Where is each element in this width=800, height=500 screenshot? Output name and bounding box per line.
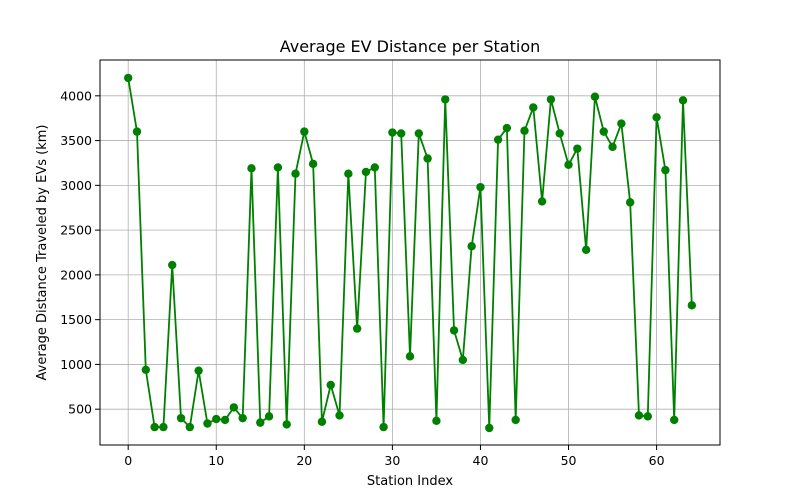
data-point <box>238 413 247 423</box>
data-point <box>661 165 670 175</box>
data-point <box>625 198 635 207</box>
data-point <box>687 301 697 310</box>
data-point <box>370 163 379 172</box>
y-axis: 500 1000 1500 2000 2500 3000 3500 4000 <box>60 88 100 417</box>
data-point <box>141 365 150 374</box>
data-point <box>247 164 256 173</box>
data-point <box>441 95 450 104</box>
data-point <box>467 242 476 251</box>
data-point <box>643 412 652 421</box>
data-point <box>564 160 573 169</box>
data-point <box>203 419 212 428</box>
y-tick-label: 3000 <box>60 178 92 193</box>
data-point <box>220 415 230 425</box>
y-tick-label: 2500 <box>60 223 92 238</box>
data-point <box>537 197 547 206</box>
x-tick-label: 30 <box>384 453 400 468</box>
y-tick-label: 1000 <box>60 357 92 372</box>
x-tick-label: 40 <box>473 453 489 468</box>
data-point <box>159 422 168 432</box>
data-point <box>396 129 406 138</box>
data-point <box>335 411 344 420</box>
data-point <box>476 182 485 192</box>
data-point <box>256 418 265 427</box>
x-tick-label: 0 <box>124 453 132 468</box>
data-point <box>599 127 608 136</box>
x-tick-label: 60 <box>649 453 665 468</box>
data-point <box>361 167 371 177</box>
data-point <box>652 113 661 122</box>
data-point <box>590 92 600 101</box>
data-point <box>185 422 195 432</box>
x-axis-label: Station Index <box>367 474 453 489</box>
data-point <box>678 96 688 105</box>
data-point <box>617 119 626 128</box>
data-point <box>379 422 388 432</box>
data-point <box>308 159 318 169</box>
data-point <box>502 123 512 133</box>
data-point <box>352 324 362 333</box>
x-axis: 0 10 20 30 40 50 60 <box>124 445 665 468</box>
data-point <box>282 420 291 429</box>
data-point <box>458 355 468 365</box>
data-point <box>317 417 327 426</box>
data-point <box>529 103 538 112</box>
data-point <box>388 128 397 137</box>
data-point <box>176 413 186 423</box>
data-point <box>608 142 617 152</box>
data-point <box>414 129 424 138</box>
grid <box>100 60 720 445</box>
data-point <box>123 73 133 83</box>
data-point <box>634 411 644 420</box>
data-point <box>405 352 415 361</box>
data-point <box>264 412 274 421</box>
data-point <box>168 260 177 270</box>
x-tick-label: 20 <box>296 453 312 468</box>
data-point <box>581 245 591 255</box>
y-axis-label: Average Distance Traveled by EVs (km) <box>35 125 50 381</box>
data-point <box>520 126 529 135</box>
data-point <box>573 144 582 153</box>
y-tick-label: 2000 <box>60 267 92 282</box>
data-point <box>194 366 203 375</box>
data-point <box>150 422 159 432</box>
data-series <box>123 73 697 433</box>
data-point <box>546 95 556 104</box>
data-point <box>511 415 520 425</box>
data-point <box>229 403 239 412</box>
y-tick-label: 3500 <box>60 133 92 148</box>
data-point <box>344 169 353 178</box>
data-point <box>485 423 494 433</box>
data-point <box>326 380 335 390</box>
data-point <box>423 154 432 163</box>
x-tick-label: 50 <box>561 453 577 468</box>
y-tick-label: 500 <box>68 402 92 417</box>
data-point <box>132 127 142 136</box>
plot-frame <box>99 59 721 446</box>
data-point <box>273 163 283 172</box>
data-point <box>449 326 459 335</box>
x-tick-label: 10 <box>208 453 224 468</box>
data-point <box>300 127 309 136</box>
data-point <box>493 135 503 144</box>
data-point <box>432 416 441 426</box>
y-tick-label: 4000 <box>60 88 92 103</box>
data-point <box>212 414 221 424</box>
data-point <box>555 129 564 138</box>
chart-title: Average EV Distance per Station <box>280 37 541 56</box>
data-point <box>670 415 679 425</box>
data-point <box>291 169 300 178</box>
y-tick-label: 1500 <box>60 312 92 327</box>
